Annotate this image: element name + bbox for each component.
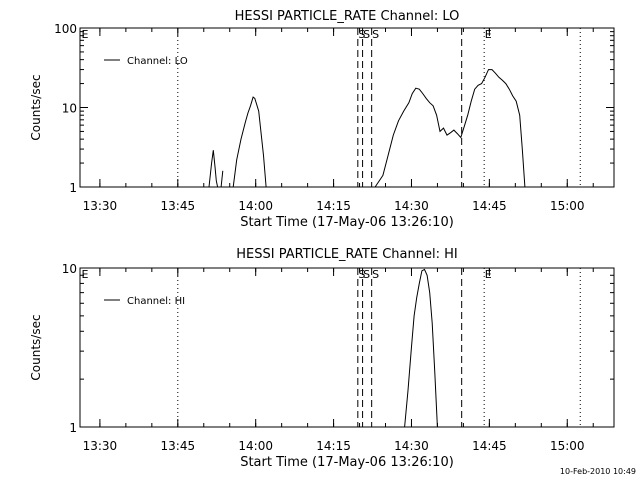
chart-title: HESSI PARTICLE_RATE Channel: HI: [236, 247, 457, 262]
x-tick-label: 13:30: [83, 439, 118, 453]
y-axis-label: Counts/sec: [29, 314, 43, 380]
y-axis-label: Counts/sec: [29, 74, 43, 140]
event-marker-label: E: [485, 268, 492, 281]
event-marker-label: S: [372, 28, 379, 41]
x-tick-label: 14:00: [238, 199, 273, 213]
x-tick-label: 15:00: [550, 199, 585, 213]
plot-frame: [79, 27, 615, 188]
x-tick-label: 13:30: [83, 199, 118, 213]
x-tick-label: 14:00: [238, 439, 273, 453]
x-tick-label: 14:30: [394, 439, 429, 453]
chart-panel-lo: HESSI PARTICLE_RATE Channel: LO 13:30 13:4…: [29, 9, 615, 230]
chart-title: HESSI PARTICLE_RATE Channel: LO: [235, 9, 460, 24]
event-marker-label: S: [358, 268, 365, 281]
event-marker-label: S: [363, 28, 370, 41]
event-marker-label: S: [358, 28, 365, 41]
event-marker-label: S: [372, 268, 379, 281]
y-tick-label: 1: [69, 181, 77, 195]
series-line: [220, 170, 224, 188]
event-marker-label: S: [363, 268, 370, 281]
series-line: [208, 150, 219, 188]
legend-label: Channel: LO: [127, 56, 188, 67]
event-marker-label: E: [485, 28, 492, 41]
x-tick-label: 14:45: [472, 199, 507, 213]
series-line: [374, 69, 526, 188]
series-line: [232, 96, 267, 188]
y-tick-label: 100: [54, 22, 77, 36]
x-tick-label: 15:00: [550, 439, 585, 453]
x-tick-label: 14:15: [316, 439, 351, 453]
x-axis-label: Start Time (17-May-06 13:26:10): [240, 215, 454, 230]
x-tick-label: 14:30: [394, 199, 429, 213]
x-tick-label: 13:45: [161, 439, 196, 453]
x-tick-label: 14:15: [316, 199, 351, 213]
y-tick-label: 10: [62, 262, 77, 276]
footer-date: 10-Feb-2010 10:49: [559, 467, 636, 476]
x-axis-label: Start Time (17-May-06 13:26:10): [240, 455, 454, 470]
plot-frame: [79, 267, 615, 428]
series-line: [404, 268, 438, 428]
chart-panel-hi: HESSI PARTICLE_RATE Channel: HI 13:30 13:4…: [29, 247, 615, 470]
event-marker-label: E: [82, 268, 89, 281]
legend-label: Channel: HI: [127, 296, 185, 307]
y-tick-label: 1: [69, 421, 77, 435]
x-tick-label: 13:45: [161, 199, 196, 213]
y-tick-label: 10: [62, 102, 77, 116]
event-marker-label: E: [82, 28, 89, 41]
x-tick-label: 14:45: [472, 439, 507, 453]
